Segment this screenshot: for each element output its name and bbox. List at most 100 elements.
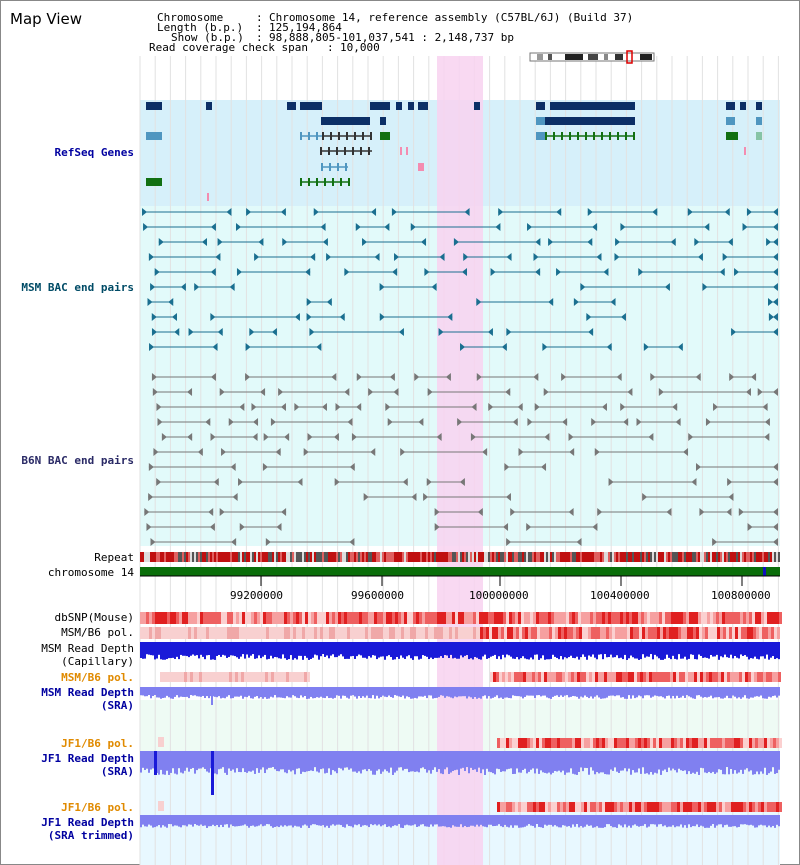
repeat-block — [716, 552, 718, 562]
depth-bar — [150, 815, 152, 826]
depth-bar — [202, 751, 204, 768]
heat-cell — [512, 802, 515, 812]
depth-bar — [374, 687, 376, 699]
b6n-bac-pair-end — [238, 478, 244, 486]
depth-bar — [536, 642, 538, 655]
b6n-bac-pair-end — [321, 403, 327, 411]
heat-cell — [149, 627, 152, 639]
depth-bar — [562, 815, 564, 826]
heat-cell — [296, 612, 299, 624]
track-label-msm-bac[interactable]: MSM BAC end pairs — [21, 281, 134, 294]
depth-bar — [206, 815, 208, 828]
track-label-dbsnp[interactable]: dbSNP(Mouse) — [54, 611, 134, 624]
track-label-repeat[interactable]: Repeat — [94, 551, 134, 564]
depth-bar — [156, 642, 158, 659]
track-label-msm-depth-sra[interactable]: MSM Read Depth — [41, 686, 134, 699]
depth-bar — [180, 687, 182, 697]
depth-bar — [474, 687, 476, 698]
track-label-msm-depth-capillary[interactable]: MSM Read Depth — [41, 642, 134, 655]
heat-cell — [431, 627, 434, 639]
depth-bar — [462, 751, 464, 768]
heat-cell — [721, 672, 724, 682]
repeat-block — [568, 552, 570, 562]
depth-bar — [778, 687, 780, 696]
track-label-msm-b6-pol-sra[interactable]: MSM/B6 pol. — [61, 671, 134, 684]
msm-bac-pair-end — [326, 298, 332, 306]
msm-bac-pair-end — [309, 328, 315, 336]
heat-cell — [728, 802, 731, 812]
exon — [545, 132, 547, 140]
track-label-jf1-depth-sra[interactable]: JF1 Read Depth — [41, 752, 134, 765]
depth-bar — [630, 642, 632, 656]
depth-bar — [768, 751, 770, 774]
depth-bar — [210, 815, 212, 827]
depth-bar — [384, 815, 386, 825]
depth-bar — [556, 687, 558, 696]
repeat-block — [474, 552, 476, 562]
depth-bar — [214, 642, 216, 660]
repeat-block — [200, 552, 202, 562]
repeat-block — [686, 552, 688, 562]
depth-bar — [488, 751, 490, 772]
depth-bar — [610, 751, 612, 770]
heat-cell — [572, 738, 575, 748]
depth-bar — [456, 815, 458, 827]
ideogram-band — [615, 54, 623, 60]
heat-cell — [568, 672, 571, 682]
b6n-bac-pair-end — [666, 508, 672, 516]
track-label-refseq[interactable]: RefSeq Genes — [54, 146, 134, 159]
depth-bar — [512, 687, 514, 696]
depth-bar — [594, 642, 596, 658]
msm-bac-pair-end — [379, 313, 385, 321]
msm-bac-pair-end — [556, 208, 562, 216]
depth-bar — [732, 642, 734, 659]
depth-bar — [180, 815, 182, 828]
heat-cell — [262, 672, 265, 682]
repeat-block — [384, 552, 386, 562]
heat-cell — [263, 627, 266, 639]
heat-cell — [537, 627, 540, 639]
depth-bar — [472, 642, 474, 660]
depth-bar — [736, 815, 738, 828]
heat-cell — [380, 612, 383, 624]
depth-bar — [432, 642, 434, 660]
heat-cell — [317, 627, 320, 639]
depth-bar — [140, 751, 142, 773]
track-label-jf1-depth-trimmed[interactable]: JF1 Read Depth — [41, 816, 134, 829]
track-label-b6n-bac[interactable]: B6N BAC end pairs — [21, 454, 134, 467]
depth-bar — [584, 815, 586, 827]
heat-cell — [732, 627, 735, 639]
exon — [362, 132, 364, 140]
depth-bar — [482, 751, 484, 770]
heat-cell — [602, 612, 605, 624]
depth-bar — [400, 687, 402, 698]
track-label-jf1-b6-pol[interactable]: JF1/B6 pol. — [61, 737, 134, 750]
heat-cell — [680, 802, 683, 812]
heat-cell — [533, 802, 536, 812]
repeat-block — [674, 552, 676, 562]
msm-bac-pair-end — [527, 223, 533, 231]
repeat-block — [300, 552, 302, 562]
depth-bar — [754, 751, 756, 775]
heat-cell — [741, 627, 744, 639]
heat-cell — [696, 627, 699, 639]
msm-bac-pair-end — [556, 268, 562, 276]
repeat-block — [260, 552, 262, 562]
depth-bar — [314, 687, 316, 699]
heat-cell — [722, 738, 725, 748]
depth-bar — [604, 815, 606, 828]
repeat-block — [254, 552, 256, 562]
depth-bar — [642, 687, 644, 699]
heat-cell — [581, 802, 584, 812]
heat-cell — [647, 612, 650, 624]
track-label-jf1-b6-pol-trimmed[interactable]: JF1/B6 pol. — [61, 801, 134, 814]
heat-cell — [698, 612, 701, 624]
b6n-bac-pair-end — [658, 388, 664, 396]
heat-cell — [184, 672, 187, 682]
track-label-msm-b6-pol[interactable]: MSM/B6 pol. — [61, 626, 134, 639]
heat-cell — [767, 738, 770, 748]
depth-bar — [172, 751, 174, 769]
repeat-block — [234, 552, 236, 562]
depth-bar — [744, 751, 746, 770]
heat-cell — [596, 802, 599, 812]
